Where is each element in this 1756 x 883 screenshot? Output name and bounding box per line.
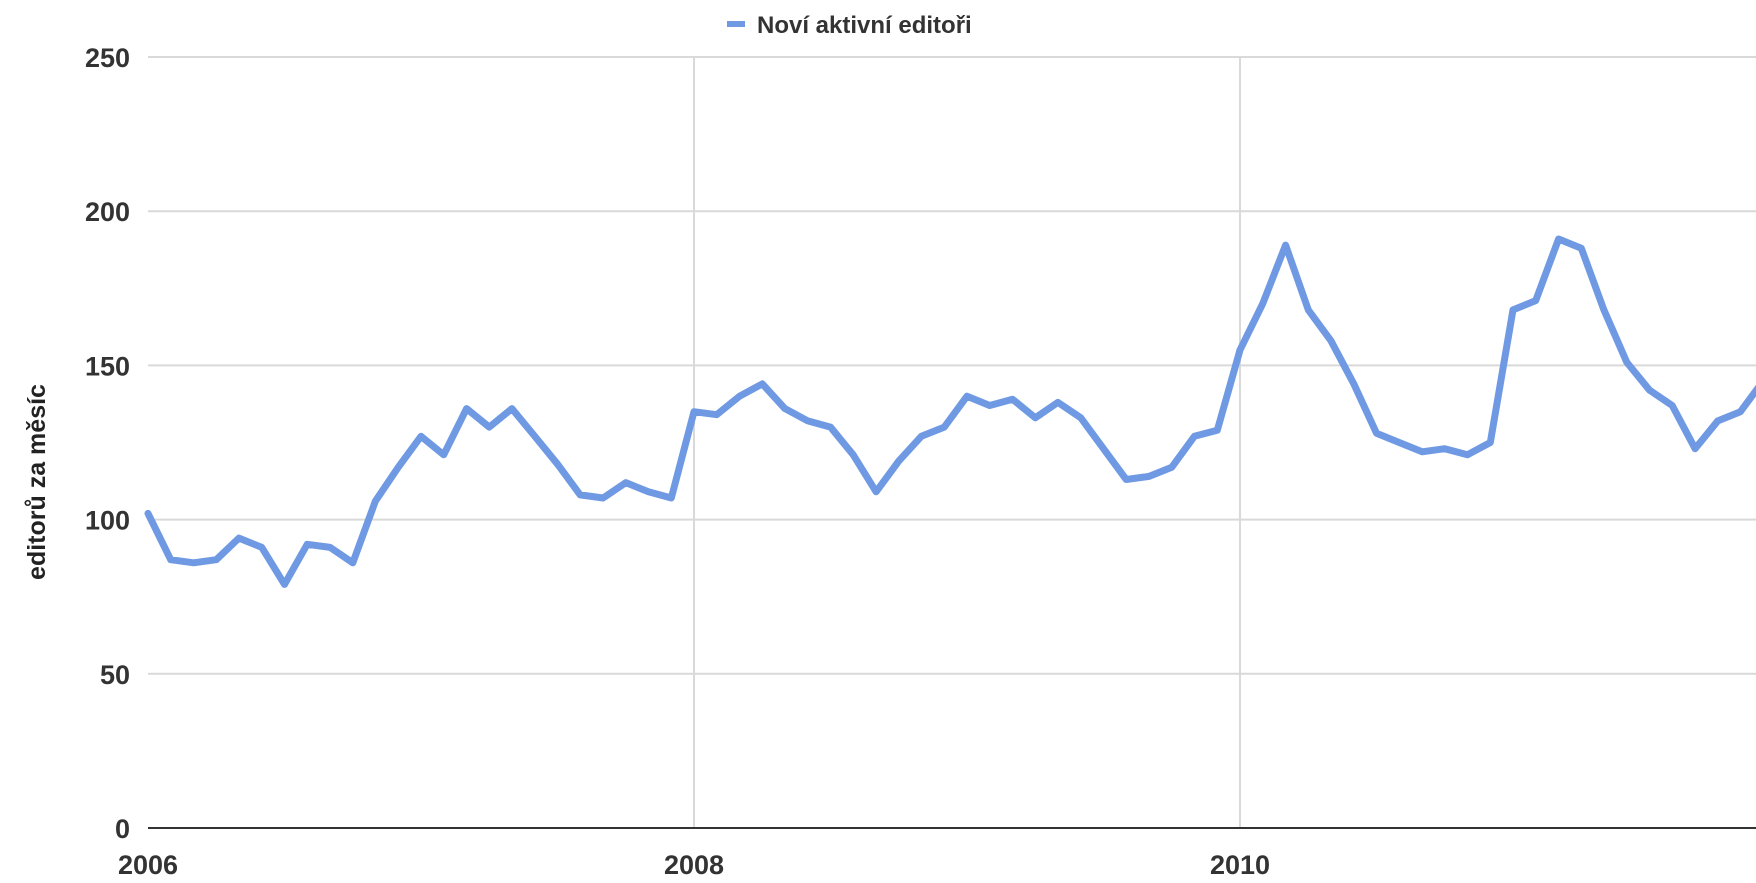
y-tick-label: 250 (85, 43, 130, 73)
y-tick-label: 150 (85, 351, 130, 381)
y-axis-title: editorů za měsíc (23, 384, 51, 580)
y-tick-label: 200 (85, 197, 130, 227)
y-tick-label: 0 (115, 814, 130, 844)
x-tick-label: 2010 (1210, 850, 1270, 880)
grid (148, 56, 1756, 828)
x-tick-label: 2008 (664, 850, 724, 880)
x-axis-ticks: 200620082010201220142016 (118, 850, 1756, 880)
legend-label-series: Noví aktivní editoři (757, 12, 972, 39)
y-axis-ticks: 0 50 100 150 200 250 (85, 43, 130, 844)
series-line (144, 235, 1756, 588)
series-layer (144, 235, 1756, 588)
y-tick-label: 50 (100, 660, 130, 690)
y-tick-label: 100 (85, 506, 130, 536)
x-tick-label: 2006 (118, 850, 178, 880)
legend: Noví aktivní editoři (727, 12, 972, 39)
